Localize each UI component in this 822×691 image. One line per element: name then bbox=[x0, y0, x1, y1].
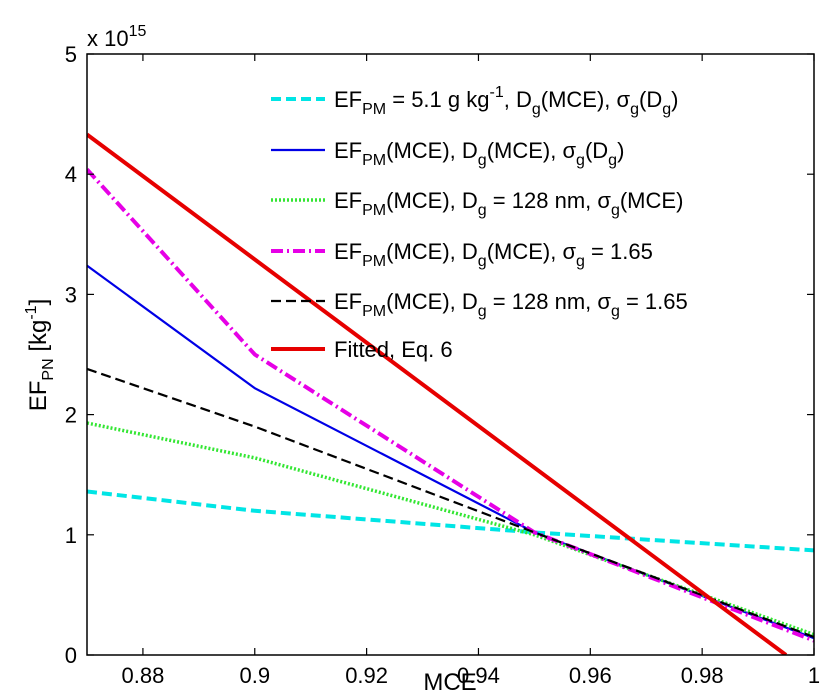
legend-label-5: Fitted, Eq. 6 bbox=[334, 337, 453, 362]
y-multiplier: x 1015 bbox=[87, 23, 146, 51]
y-tick-label: 0 bbox=[65, 643, 77, 668]
axis-layer: 0.88 0.9 0.92 0.94 0.96 0.98 1 0 1 2 3 4 5 bbox=[65, 42, 820, 688]
legend-label-2: EFPM(MCE), Dg = 128 nm, σg(MCE) bbox=[334, 188, 683, 219]
y-tick-label: 4 bbox=[65, 162, 77, 187]
y-tick-label: 5 bbox=[65, 42, 77, 67]
legend-label-0: EFPM = 5.1 g kg-1, Dg(MCE), σg(Dg) bbox=[334, 84, 678, 118]
x-tick-label: 0.94 bbox=[457, 663, 500, 688]
y-tick-label: 1 bbox=[65, 523, 77, 548]
x-axis-label: MCE bbox=[423, 669, 476, 691]
x-tick-label: 0.98 bbox=[681, 663, 724, 688]
series-layer bbox=[87, 132, 814, 655]
legend-label-3: EFPM(MCE), Dg(MCE), σg = 1.65 bbox=[334, 239, 653, 270]
legend-label-4: EFPM(MCE), Dg = 128 nm, σg = 1.65 bbox=[334, 289, 688, 320]
series-3-line bbox=[87, 168, 814, 643]
legend-label-1: EFPM(MCE), Dg(MCE), σg(Dg) bbox=[334, 138, 624, 169]
y-tick-label: 3 bbox=[65, 282, 77, 307]
x-tick-label: 1 bbox=[808, 663, 820, 688]
x-tick-label: 0.88 bbox=[122, 663, 165, 688]
series-0-line bbox=[87, 489, 814, 553]
x-tick-label: 0.92 bbox=[345, 663, 388, 688]
legend: EFPM = 5.1 g kg-1, Dg(MCE), σg(Dg) EFPM(M… bbox=[271, 84, 688, 362]
series-5-line bbox=[87, 132, 788, 655]
axes-frame bbox=[86, 53, 815, 656]
x-tick-label: 0.96 bbox=[569, 663, 612, 688]
x-tick-label: 0.9 bbox=[239, 663, 270, 688]
y-axis-label: EFPN [kg-1] bbox=[23, 299, 57, 412]
y-tick-label: 2 bbox=[65, 403, 77, 428]
